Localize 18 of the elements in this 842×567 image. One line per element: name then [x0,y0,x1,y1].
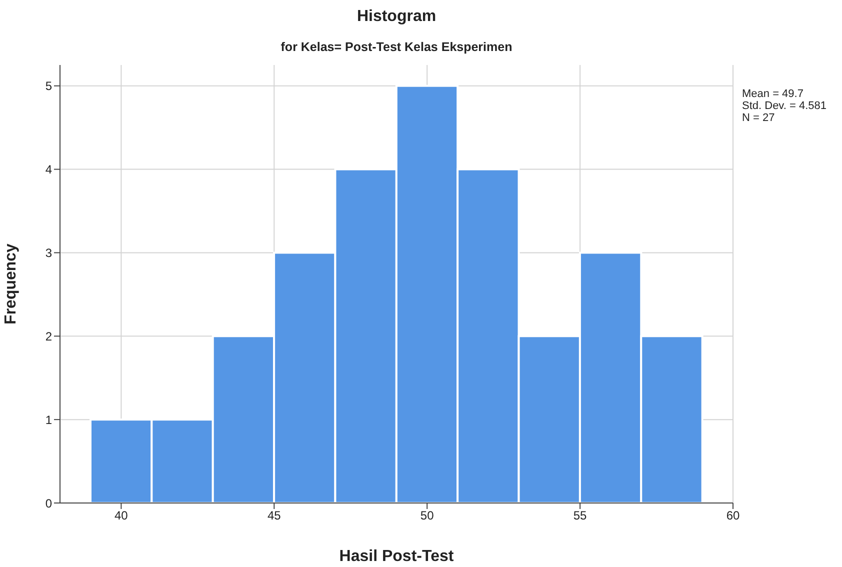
text: N = 27 [742,112,776,124]
y-tick-label: 0 [45,496,52,510]
chart-title: Histogram [356,8,438,26]
text: Std. Dev. = 4.581 [742,100,826,112]
y-tick-label: 3 [45,246,52,260]
text: Mean = 49.7 [742,88,804,100]
x-tick-label: 45 [267,508,282,523]
y-tick-label: 1 [45,412,52,427]
x-tick-label: 50 [420,508,434,523]
y-tick-label: 5 [45,79,52,94]
y-tick-label: 2 [45,329,52,344]
y-axis-title: Frequency [2,243,20,324]
x-tick-label: 40 [114,508,128,523]
x-axis-title: Hasil Post-Test [339,548,454,565]
chart-subtitle: for Kelas= Post-Test Kelas Eksperimen [280,40,514,54]
x-tick-label: 55 [573,508,588,523]
x-tick-label: 60 [726,508,740,523]
y-tick-label: 4 [45,162,52,177]
